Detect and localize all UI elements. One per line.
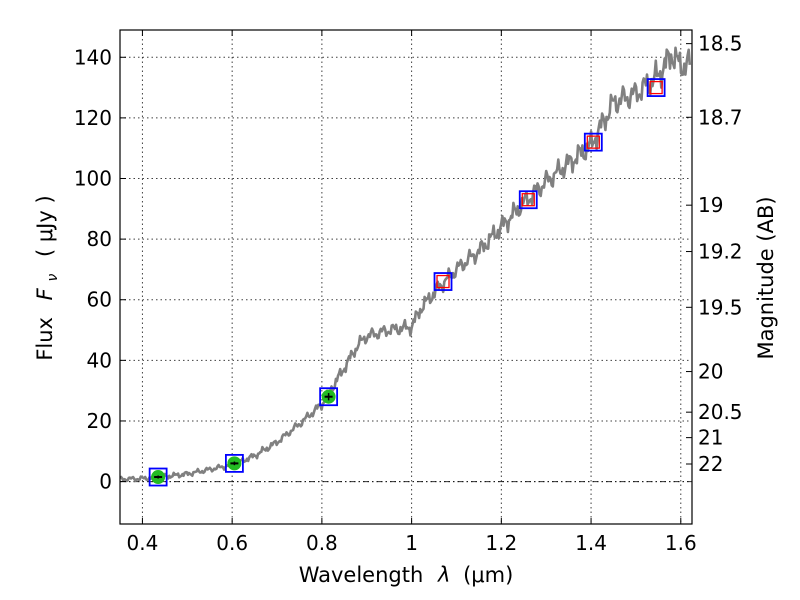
y-axis-label-symbol: F <box>33 287 57 300</box>
plot-frame <box>119 29 693 525</box>
photometry-point-predicted <box>583 132 603 152</box>
y2-tick-label: 20.5 <box>698 400 743 424</box>
y-tick-label: 100 <box>74 167 112 191</box>
photometry-point-predicted <box>646 78 666 97</box>
model-flux-box <box>646 78 666 97</box>
predicted-flux-box <box>649 80 663 95</box>
spectrum-line <box>119 46 692 483</box>
y-axis-label: Flux F ν ( μJy ) <box>33 195 62 360</box>
y-axis-label-text: Flux <box>33 317 57 361</box>
y2-tick-label: 19.5 <box>698 295 743 319</box>
y2-tick-label: 22 <box>698 452 723 476</box>
predicted-flux-box <box>436 274 450 289</box>
y2-tick-label: 18.7 <box>698 105 743 129</box>
y2-tick-label: 19 <box>698 193 723 217</box>
predicted-flux-box <box>586 135 600 149</box>
y2-tick-label: 18.5 <box>698 32 743 56</box>
spectrum-layer <box>119 46 692 483</box>
x-axis-label-units: (μm) <box>463 563 513 587</box>
model-flux-box <box>148 467 168 487</box>
photometry-points <box>148 78 666 487</box>
photometry-point-observed <box>319 387 339 407</box>
x-tick-label: 0.6 <box>216 531 248 555</box>
y2-axis-label: Magnitude (AB) <box>754 196 778 359</box>
photometry-point-predicted <box>518 190 538 210</box>
x-tick-label: 0.4 <box>127 531 159 555</box>
y2-tick-label: 20 <box>698 360 723 384</box>
y-tick-label: 80 <box>87 227 112 251</box>
y-axis-label-units: ( μJy ) <box>33 195 57 257</box>
model-flux-box <box>319 387 339 407</box>
x-axis-label-text: Wavelength <box>299 563 424 587</box>
model-flux-box <box>224 453 244 473</box>
y2-tick-label: 19.2 <box>698 240 743 264</box>
x-tick-label: 1.2 <box>485 531 517 555</box>
photometry-point-observed <box>148 467 168 487</box>
y-tick-label: 20 <box>87 409 112 433</box>
x-tick-label: 1.6 <box>665 531 697 555</box>
photometry-point-predicted <box>433 272 453 291</box>
y-tick-label: 60 <box>87 288 112 312</box>
x-axis-label: Wavelength λ (μm) <box>299 563 514 587</box>
x-axis-label-symbol: λ <box>437 563 450 587</box>
y-axis-label-subscript: ν <box>45 274 61 282</box>
photometry-point-observed <box>224 453 244 473</box>
model-flux-box <box>433 272 453 291</box>
x-tick-label: 0.8 <box>306 531 338 555</box>
y-tick-label: 40 <box>87 348 112 372</box>
y-tick-label: 140 <box>74 45 112 69</box>
axis-ticks: 0.4 0.6 0.8 1 1.2 1.4 1.6 0 20 40 60 80 100 120 140 18.… <box>74 30 743 555</box>
model-flux-box <box>583 132 603 152</box>
predicted-flux-box <box>521 193 535 207</box>
x-tick-label: 1.4 <box>575 531 607 555</box>
y-tick-label: 0 <box>99 470 112 494</box>
y-tick-label: 120 <box>74 106 112 130</box>
model-flux-box <box>518 190 538 210</box>
y2-tick-label: 21 <box>698 426 723 450</box>
x-tick-label: 1 <box>405 531 418 555</box>
